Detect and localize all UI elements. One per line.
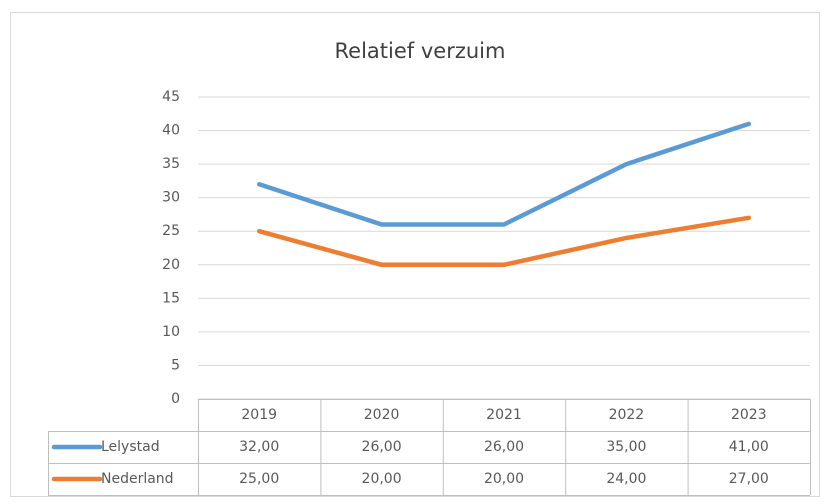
x-tick-label: 2022 <box>609 407 645 423</box>
legend-label: Nederland <box>101 471 174 487</box>
chart-title: Relatief verzuim <box>335 39 506 63</box>
table-value: 35,00 <box>606 439 646 455</box>
x-tick-label: 2021 <box>486 407 522 423</box>
table-value: 26,00 <box>484 439 524 455</box>
table-value: 32,00 <box>239 439 279 455</box>
table-value: 25,00 <box>239 471 279 487</box>
y-tick-label: 0 <box>171 391 180 407</box>
table-value: 20,00 <box>362 471 402 487</box>
series-line <box>256 215 752 268</box>
y-tick-label: 15 <box>162 290 180 306</box>
series-line <box>256 121 752 227</box>
table-value: 26,00 <box>362 439 402 455</box>
legend-label: Lelystad <box>101 439 160 455</box>
y-tick-label: 5 <box>171 357 180 373</box>
y-tick-label: 25 <box>162 223 180 239</box>
table-value: 20,00 <box>484 471 524 487</box>
table-value: 24,00 <box>606 471 646 487</box>
y-tick-label: 45 <box>162 89 180 105</box>
y-tick-label: 20 <box>162 257 180 273</box>
table-value: 27,00 <box>729 471 769 487</box>
chart-border <box>10 12 820 497</box>
y-tick-label: 35 <box>162 156 180 172</box>
y-tick-label: 10 <box>162 324 180 340</box>
x-tick-label: 2020 <box>364 407 400 423</box>
y-tick-label: 30 <box>162 190 180 206</box>
x-tick-label: 2023 <box>731 407 767 423</box>
table-value: 41,00 <box>729 439 769 455</box>
y-tick-label: 40 <box>162 123 180 139</box>
x-tick-label: 2019 <box>241 407 277 423</box>
